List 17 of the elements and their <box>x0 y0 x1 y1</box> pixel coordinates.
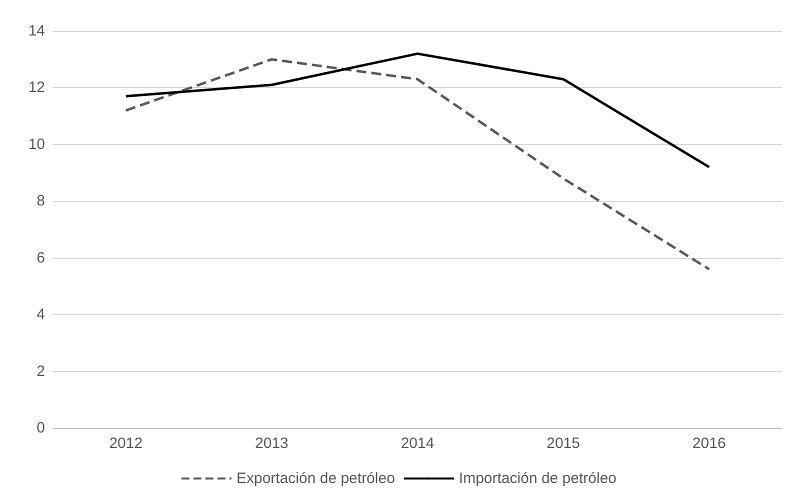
y-tick-label: 4 <box>36 306 45 324</box>
x-tick-label: 2014 <box>400 435 434 452</box>
legend-label: Exportación de petróleo <box>236 470 395 487</box>
y-tick-label: 14 <box>28 22 45 40</box>
y-tick-label: 8 <box>36 192 45 210</box>
y-tick-label: 10 <box>28 136 45 153</box>
y-tick-label: 6 <box>36 249 45 266</box>
x-tick-label: 2016 <box>692 435 726 452</box>
line-series <box>124 52 710 168</box>
y-tick-label: 2 <box>36 362 45 380</box>
x-tick-label: 2013 <box>255 435 288 452</box>
line-series <box>124 58 710 270</box>
y-tick-label: 0 <box>36 420 45 436</box>
x-tick-label: 2015 <box>546 435 580 452</box>
legend-label: Importación de petróleo <box>458 470 617 487</box>
x-tick-label: 2012 <box>109 435 143 452</box>
y-tick-label: 12 <box>28 79 45 96</box>
